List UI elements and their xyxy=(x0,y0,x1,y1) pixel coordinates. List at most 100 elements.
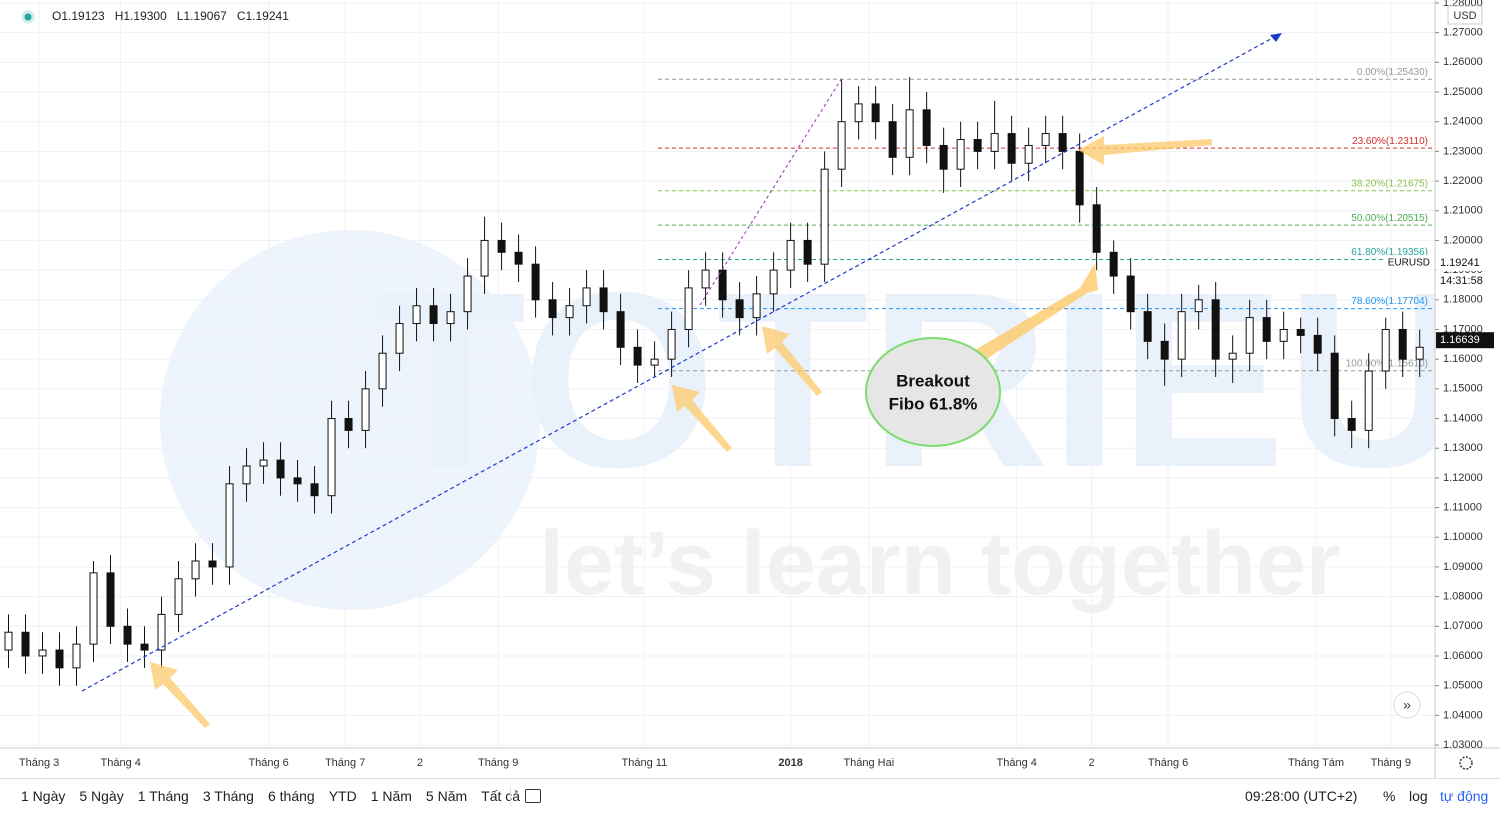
candle-body xyxy=(1211,299,1220,360)
ohlc-legend: O1.19123 H1.19300 L1.19067 C1.19241 xyxy=(52,9,289,23)
candle-body xyxy=(582,287,591,307)
candle-body xyxy=(310,483,319,497)
candle-body xyxy=(667,328,676,360)
candle-body xyxy=(1330,352,1339,420)
range-button[interactable]: 1 Năm xyxy=(370,788,412,804)
watermark: TOTRIEU let’s learn together xyxy=(160,230,1466,614)
candle-body xyxy=(21,631,30,657)
y-tick-label: 1.11000 xyxy=(1443,501,1482,513)
x-tick-label: Tháng 3 xyxy=(19,757,59,769)
candle-body xyxy=(650,358,659,366)
y-tick-label: 1.24000 xyxy=(1443,116,1483,128)
x-tick-label: Tháng 11 xyxy=(622,757,668,769)
auto-toggle[interactable]: tự động xyxy=(1440,788,1489,804)
candle-body xyxy=(1347,418,1356,431)
y-tick-label: 1.21000 xyxy=(1443,205,1483,217)
arrow xyxy=(672,385,732,452)
y-tick-label: 1.26000 xyxy=(1443,56,1483,68)
candle-body xyxy=(259,459,268,467)
candle-body xyxy=(429,305,438,325)
fib-label: 0.00%(1.25430) xyxy=(1357,67,1428,78)
candle-body xyxy=(735,299,744,319)
candle-body xyxy=(701,269,710,289)
price-tag-label: 1.19241 xyxy=(1440,257,1480,269)
x-tick-label: Tháng 9 xyxy=(478,757,518,769)
range-button[interactable]: YTD xyxy=(328,788,357,804)
y-tick-label: 1.07000 xyxy=(1443,620,1483,632)
y-tick-label: 1.28000 xyxy=(1443,0,1483,9)
candle-body xyxy=(684,287,693,330)
scroll-button[interactable] xyxy=(1393,691,1421,719)
candle-body xyxy=(599,287,608,313)
y-tick-label: 1.23000 xyxy=(1443,145,1483,157)
trendline xyxy=(81,34,1279,692)
x-tick-label: 2 xyxy=(1088,757,1094,769)
fib-label: 23.60%(1.23110) xyxy=(1352,136,1428,147)
candle-body xyxy=(225,483,234,568)
percent-toggle[interactable]: % xyxy=(1383,788,1396,804)
candle-body xyxy=(38,649,47,657)
range-button[interactable]: 3 Tháng xyxy=(202,788,254,804)
range-button[interactable]: 6 tháng xyxy=(267,788,315,804)
callout xyxy=(865,337,1001,447)
chart: TOTRIEU let’s learn together 0.00%(1.254… xyxy=(0,0,1500,778)
range-button[interactable]: 1 Tháng xyxy=(137,788,189,804)
range-button[interactable]: Tất cả xyxy=(481,788,521,804)
candle-body xyxy=(1075,150,1084,206)
fib-label: 61.80%(1.19356) xyxy=(1351,247,1428,258)
candle-body xyxy=(1415,346,1424,360)
candle-body xyxy=(1381,328,1390,372)
callout-arrow xyxy=(975,263,1098,360)
y-axis: 1.03000 1.04000 1.05000 1.06000 1.07000 1.080… xyxy=(1435,0,1494,751)
candle-body xyxy=(565,305,574,319)
x-tick-label: 2018 xyxy=(778,757,802,769)
x-tick-label: Tháng 6 xyxy=(1148,757,1188,769)
candles xyxy=(4,77,1424,686)
y-tick-label: 1.10000 xyxy=(1443,531,1483,543)
y-tick-label: 1.04000 xyxy=(1443,709,1483,721)
y-tick-label: 1.18000 xyxy=(1443,294,1483,306)
trendline-2 xyxy=(699,77,843,306)
x-axis: Tháng 3 Tháng 4 Tháng 6 Tháng 7 2 Tháng 9 Thán… xyxy=(19,757,1411,769)
arrows xyxy=(150,136,1212,728)
range-button[interactable]: 5 Ngày xyxy=(79,788,124,804)
candle-body xyxy=(361,388,370,431)
candle-body xyxy=(718,269,727,301)
range-button[interactable]: 1 Ngày xyxy=(21,788,66,804)
candle-body xyxy=(888,121,897,158)
x-tick-label: 2 xyxy=(417,757,423,769)
candle-body xyxy=(1041,133,1050,146)
callout-text: Fibo 61.8% xyxy=(889,394,978,413)
symbol-tag xyxy=(1384,254,1434,271)
candle-body xyxy=(1058,133,1067,152)
date-range-icon[interactable] xyxy=(525,789,541,803)
log-toggle[interactable]: log xyxy=(1409,788,1428,804)
candle-body xyxy=(1007,133,1016,164)
y-tick-label: 1.03000 xyxy=(1443,739,1483,751)
y-tick-label: 1.12000 xyxy=(1443,472,1483,484)
x-tick-label: Tháng 7 xyxy=(325,757,365,769)
scroll-icon: » xyxy=(1403,697,1411,713)
y-tick-label: 1.15000 xyxy=(1443,383,1483,395)
timezone[interactable]: 09:28:00 (UTC+2) xyxy=(1245,788,1358,804)
currency: USD xyxy=(1453,10,1476,22)
candle-body xyxy=(1177,311,1186,360)
settings-icon[interactable] xyxy=(1459,756,1473,770)
candle-body xyxy=(769,269,778,295)
candle-body xyxy=(412,305,421,325)
y-tick-label: 1.08000 xyxy=(1443,591,1483,603)
candle-body xyxy=(1279,328,1288,342)
candle-body xyxy=(1126,275,1135,313)
candle-body xyxy=(123,625,132,645)
range-button[interactable]: 5 Năm xyxy=(425,788,468,804)
ohlc-value: L1.19067 xyxy=(177,9,227,23)
countdown: 14:31:58 xyxy=(1440,275,1483,287)
y-tick-label: 1.20000 xyxy=(1443,234,1483,246)
candle-body xyxy=(191,560,200,580)
candle-body xyxy=(837,121,846,170)
candle-body xyxy=(208,560,217,568)
candle-body xyxy=(1228,352,1237,360)
candle-body xyxy=(1245,317,1254,354)
callout-text: Breakout xyxy=(896,371,970,390)
price-tag-label: 1.16639 xyxy=(1440,334,1480,346)
